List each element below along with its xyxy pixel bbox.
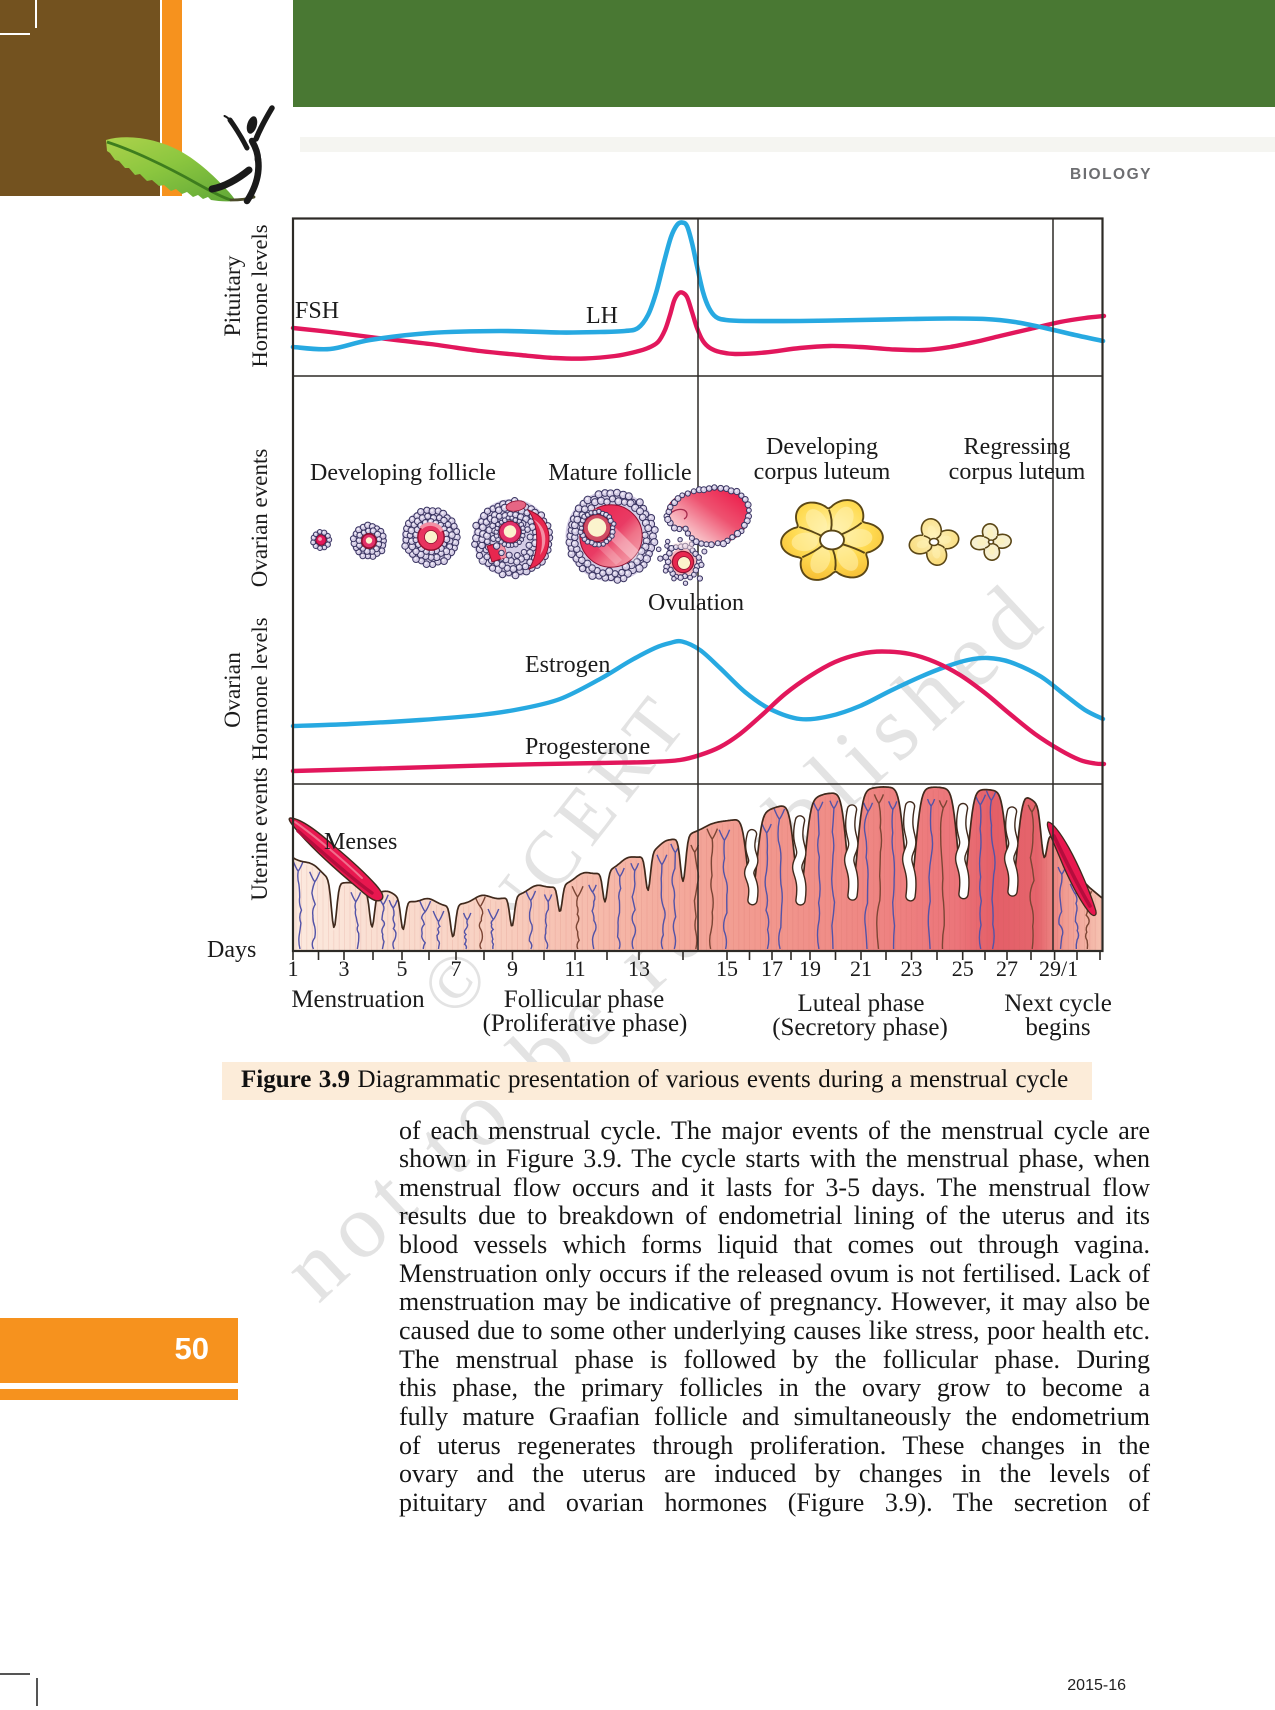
svg-text:Hormone levels: Hormone levels — [247, 617, 272, 760]
svg-text:(Proliferative phase): (Proliferative phase) — [483, 1010, 688, 1037]
svg-text:Mature follicle: Mature follicle — [548, 460, 691, 486]
svg-text:Days: Days — [207, 937, 256, 963]
svg-text:3: 3 — [339, 956, 350, 981]
svg-text:corpus luteum: corpus luteum — [949, 459, 1086, 485]
svg-text:Hormone levels: Hormone levels — [247, 224, 272, 367]
svg-text:Developing follicle: Developing follicle — [310, 460, 496, 486]
svg-text:13: 13 — [628, 956, 650, 981]
svg-text:Ovarian events: Ovarian events — [247, 449, 272, 588]
svg-text:29/1: 29/1 — [1039, 956, 1078, 981]
svg-text:Luteal phase: Luteal phase — [797, 990, 924, 1017]
svg-text:17: 17 — [761, 956, 783, 981]
svg-text:Estrogen: Estrogen — [525, 652, 610, 678]
svg-text:begins: begins — [1025, 1014, 1090, 1041]
svg-text:Ovarian: Ovarian — [220, 652, 246, 728]
svg-text:23: 23 — [901, 956, 923, 981]
svg-text:19: 19 — [799, 956, 821, 981]
svg-text:Developing: Developing — [766, 434, 878, 460]
svg-text:7: 7 — [451, 956, 462, 981]
svg-text:LH: LH — [586, 303, 618, 329]
svg-text:27: 27 — [996, 956, 1018, 981]
svg-text:Uterine events: Uterine events — [247, 767, 272, 901]
svg-text:15: 15 — [716, 956, 738, 981]
svg-text:21: 21 — [850, 956, 872, 981]
svg-text:Pituitary: Pituitary — [220, 255, 246, 336]
svg-text:Menstruation: Menstruation — [291, 986, 425, 1013]
svg-text:Ovulation: Ovulation — [648, 590, 744, 616]
svg-text:corpus luteum: corpus luteum — [754, 459, 891, 485]
svg-text:Follicular phase: Follicular phase — [504, 986, 664, 1013]
svg-text:11: 11 — [564, 956, 585, 981]
svg-text:Next cycle: Next cycle — [1004, 990, 1112, 1017]
svg-text:5: 5 — [397, 956, 408, 981]
svg-text:FSH: FSH — [295, 298, 339, 324]
svg-text:Progesterone: Progesterone — [525, 734, 650, 760]
svg-text:9: 9 — [507, 956, 518, 981]
svg-text:Regressing: Regressing — [964, 434, 1071, 460]
svg-text:Menses: Menses — [324, 829, 397, 855]
svg-text:1: 1 — [288, 956, 299, 981]
svg-text:25: 25 — [952, 956, 974, 981]
svg-text:(Secretory phase): (Secretory phase) — [772, 1014, 948, 1041]
